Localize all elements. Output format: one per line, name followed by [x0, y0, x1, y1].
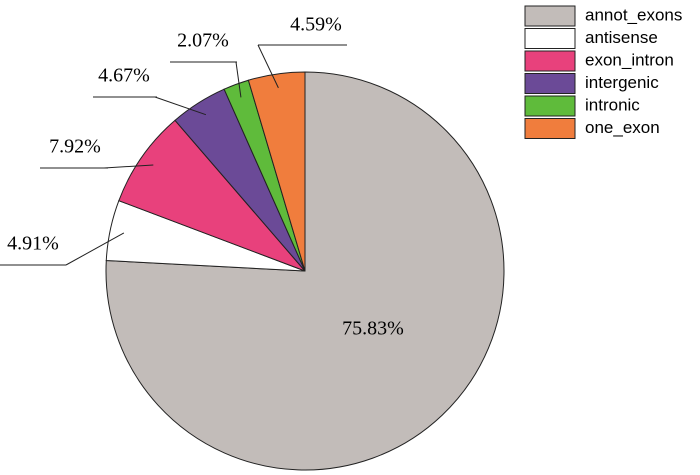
legend-label: exon_intron	[585, 50, 674, 69]
value-label: 2.07%	[177, 30, 229, 52]
legend-swatch	[524, 50, 576, 72]
legend-label: intergenic	[585, 73, 659, 92]
legend-swatch	[524, 5, 576, 27]
value-label: 4.59%	[290, 14, 342, 36]
value-label: 4.67%	[98, 65, 150, 87]
value-label: 4.91%	[7, 233, 59, 255]
pie-slice	[105, 71, 505, 471]
legend-swatch	[524, 28, 576, 49]
value-label: 7.92%	[49, 136, 101, 158]
legend-label: one_exon	[585, 118, 660, 137]
legend-label: antisense	[585, 28, 658, 47]
value-label: 75.83%	[342, 318, 404, 340]
leader-line	[235, 61, 242, 98]
pie-slice	[118, 119, 306, 272]
legend-swatch	[524, 118, 576, 139]
leader-line	[65, 232, 125, 266]
legend-label: annot_exons	[585, 5, 682, 24]
legend-label: intronic	[585, 95, 640, 114]
pie-slice	[247, 71, 306, 272]
leader-line	[257, 44, 279, 89]
leader-line	[154, 96, 207, 116]
legend-swatch	[524, 95, 576, 117]
leader-line	[103, 164, 154, 169]
legend-swatch	[524, 73, 576, 94]
